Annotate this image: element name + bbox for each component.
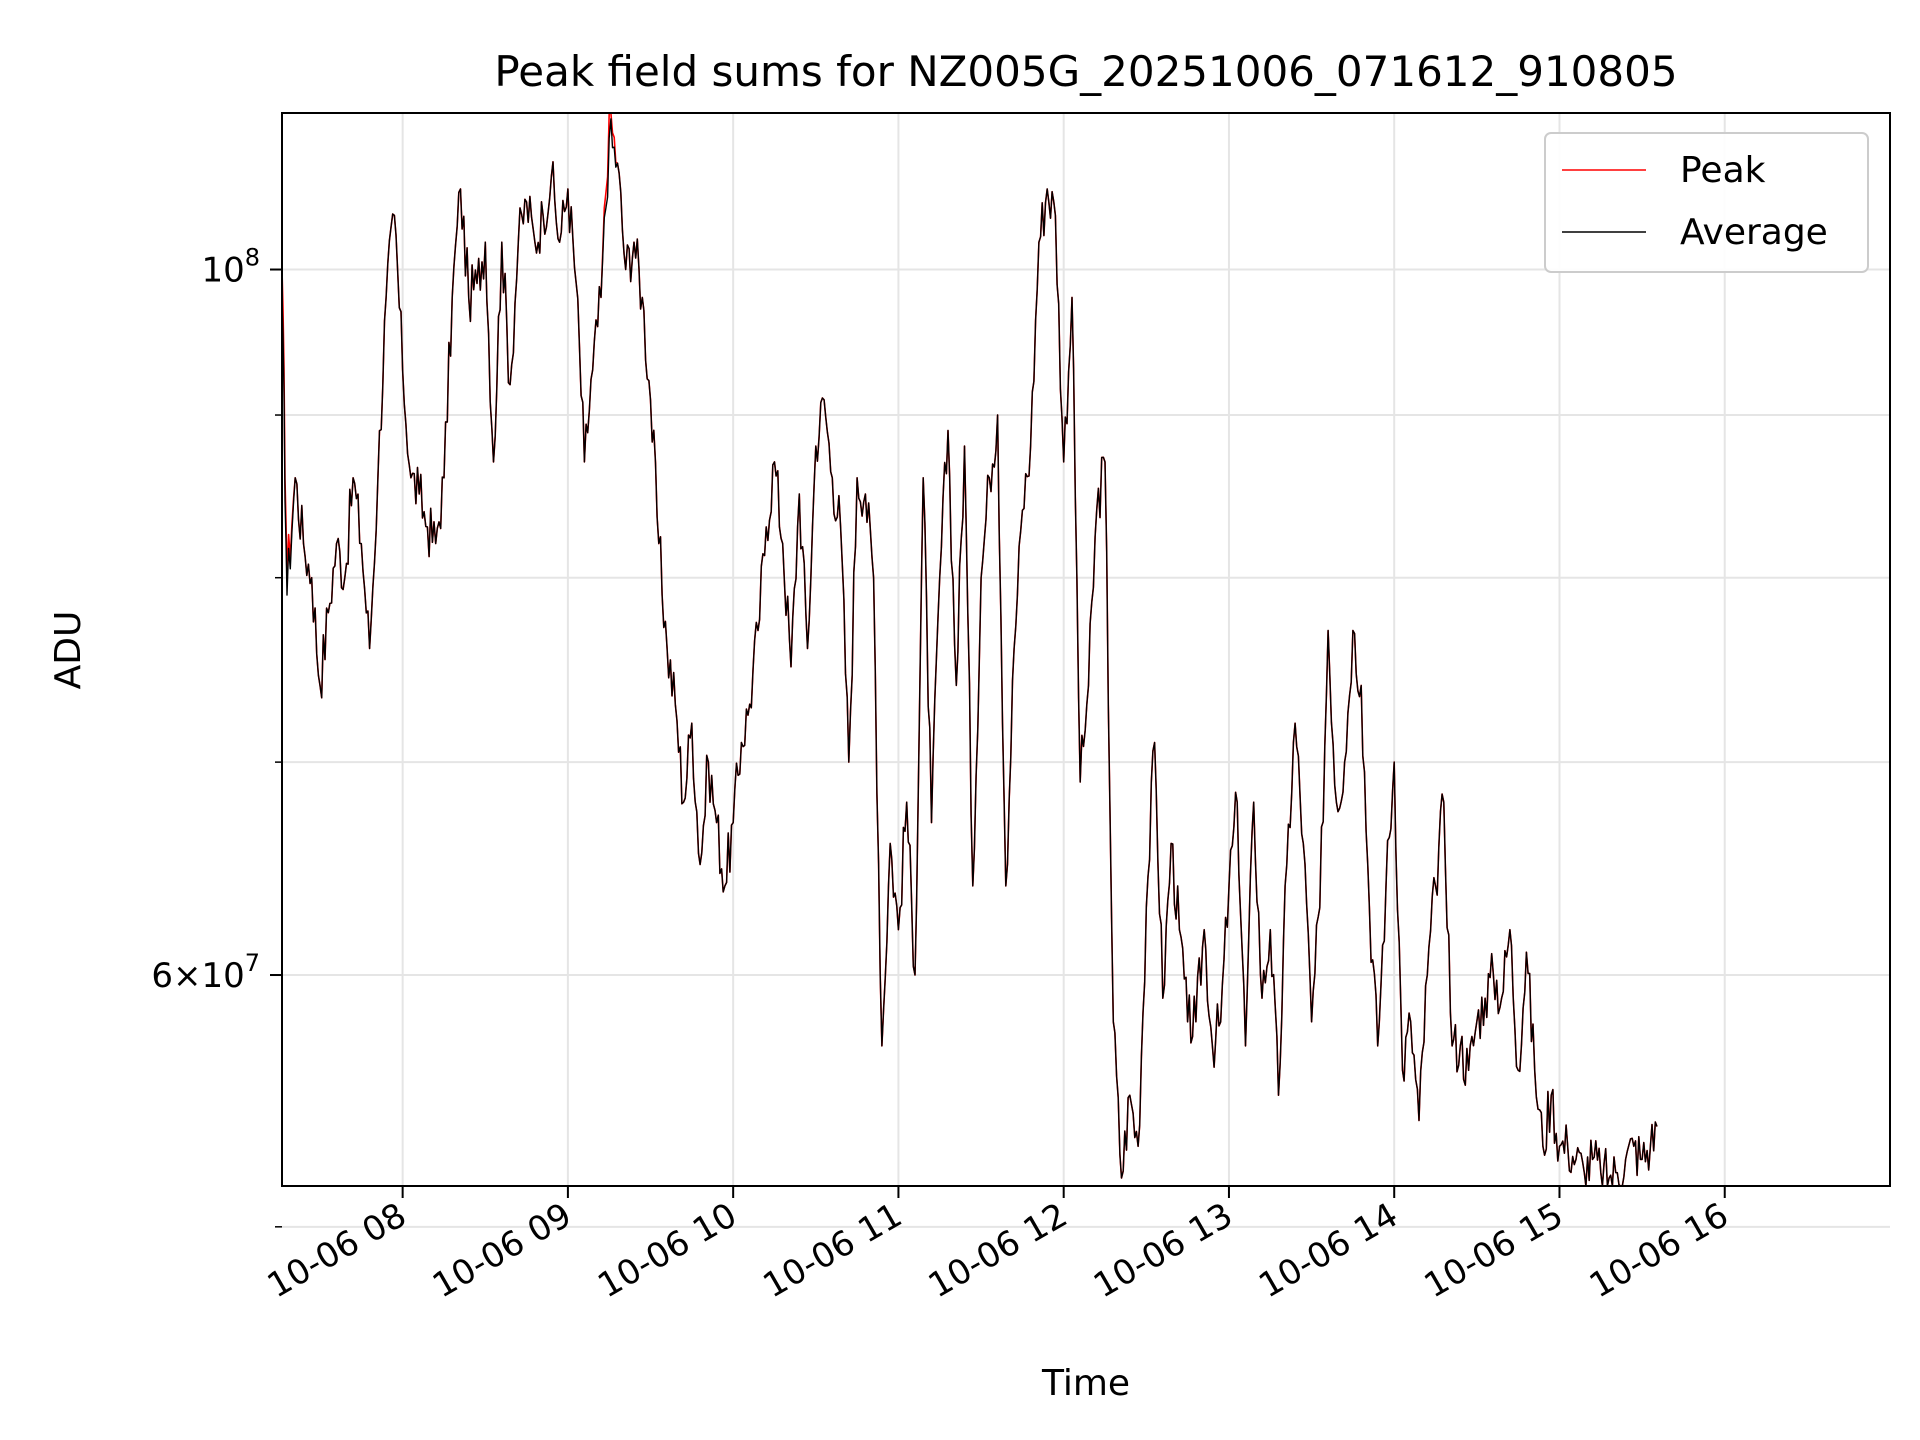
x-tick-label: 10-06 10: [591, 1195, 743, 1306]
legend: Peak Average: [1544, 132, 1869, 273]
axes-frame: [281, 112, 1891, 1187]
series-average-line: [281, 118, 1658, 1187]
y-axis-label: ADU: [48, 611, 89, 690]
legend-box: [1544, 132, 1869, 273]
x-tick-label: 10-06 08: [261, 1195, 413, 1306]
series-lines: [281, 112, 1658, 1187]
grid-lines: [282, 113, 1890, 1228]
legend-average-label: Average: [1680, 212, 1828, 253]
y-tick-label: 108: [201, 244, 260, 291]
x-tick-label: 10-06 11: [757, 1195, 909, 1306]
axis-ticks: 10-06 08 10-06 09 10-06 10 10-06 11 10-06 12…: [151, 244, 1735, 1307]
x-tick-label: 10-06 16: [1583, 1195, 1735, 1306]
legend-peak-label: Peak: [1680, 150, 1766, 191]
x-tick-label: 10-06 13: [1087, 1195, 1239, 1306]
x-tick-label: 10-06 09: [426, 1195, 578, 1306]
x-tick-label: 10-06 15: [1418, 1195, 1570, 1306]
chart-title: Peak field sums for NZ005G_20251006_0716…: [494, 47, 1677, 96]
x-axis-label: Time: [1041, 1363, 1130, 1404]
x-tick-label: 10-06 12: [922, 1195, 1074, 1306]
x-tick-label: 10-06 14: [1252, 1195, 1404, 1306]
y-tick-label: 6×107: [151, 949, 260, 996]
